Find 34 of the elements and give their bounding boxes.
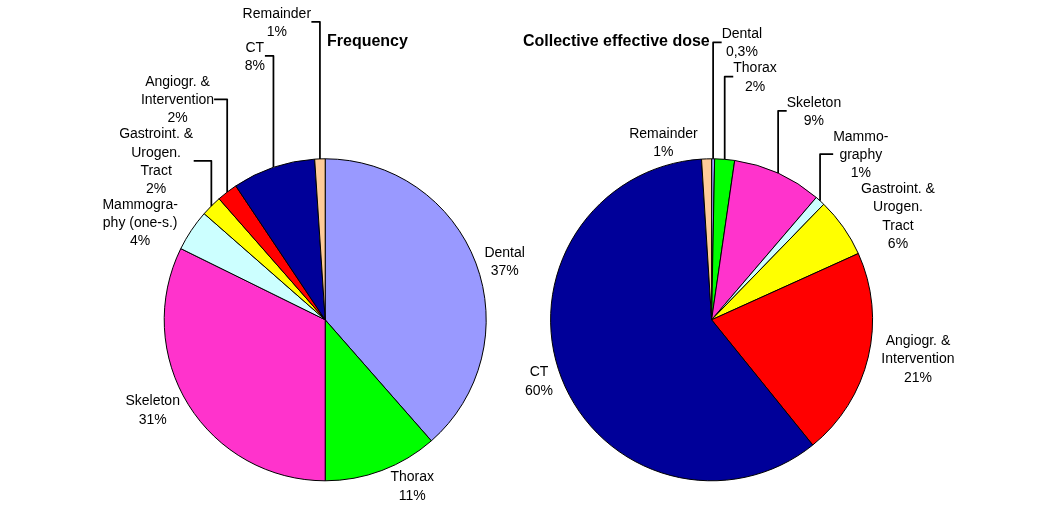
data-label: 1% <box>653 142 674 159</box>
data-label: 31% <box>138 410 167 427</box>
data-label: 11% <box>398 486 426 503</box>
slice-label: Remainder <box>242 4 312 21</box>
chart-title: Collective effective dose <box>523 32 710 49</box>
data-label: 2% <box>744 77 766 94</box>
data-label: 8% <box>244 57 265 74</box>
slice-label: Gastroint. & Urogen. Tract <box>119 125 194 178</box>
slice-label: Thorax <box>390 468 435 485</box>
data-label: 1% <box>266 22 287 39</box>
data-label: 2% <box>167 109 188 126</box>
slice-label: Angiogr. & Intervention <box>881 332 955 367</box>
slice-label: Remainder <box>629 124 699 141</box>
slice-label: Skeleton <box>125 392 180 409</box>
data-label: 21% <box>903 368 932 385</box>
data-label: 37% <box>490 262 519 279</box>
data-label: 0,3% <box>725 43 758 60</box>
slice-label: Skeleton <box>786 93 842 110</box>
slice-label: Dental <box>721 25 763 42</box>
slice-label: Dental <box>484 243 525 260</box>
slice-label: CT <box>529 363 549 380</box>
slice-label: Gastroint. & Urogen. Tract <box>861 180 936 233</box>
slice-label: Thorax <box>733 59 777 76</box>
slice-label: Angiogr. & Intervention <box>140 73 215 108</box>
text: Frequency <box>327 32 409 49</box>
data-label: 1% <box>850 164 871 181</box>
data-label: 2% <box>145 180 167 197</box>
data-label: 60% <box>524 381 554 398</box>
slice-label: Mammo- graphy <box>833 127 889 163</box>
data-label: 9% <box>803 111 825 128</box>
slice-label: CT <box>245 38 265 55</box>
data-label: 6% <box>887 234 909 251</box>
slice-label: Mammogra- phy (one-s.) <box>102 196 179 231</box>
data-label: 4% <box>130 232 151 249</box>
